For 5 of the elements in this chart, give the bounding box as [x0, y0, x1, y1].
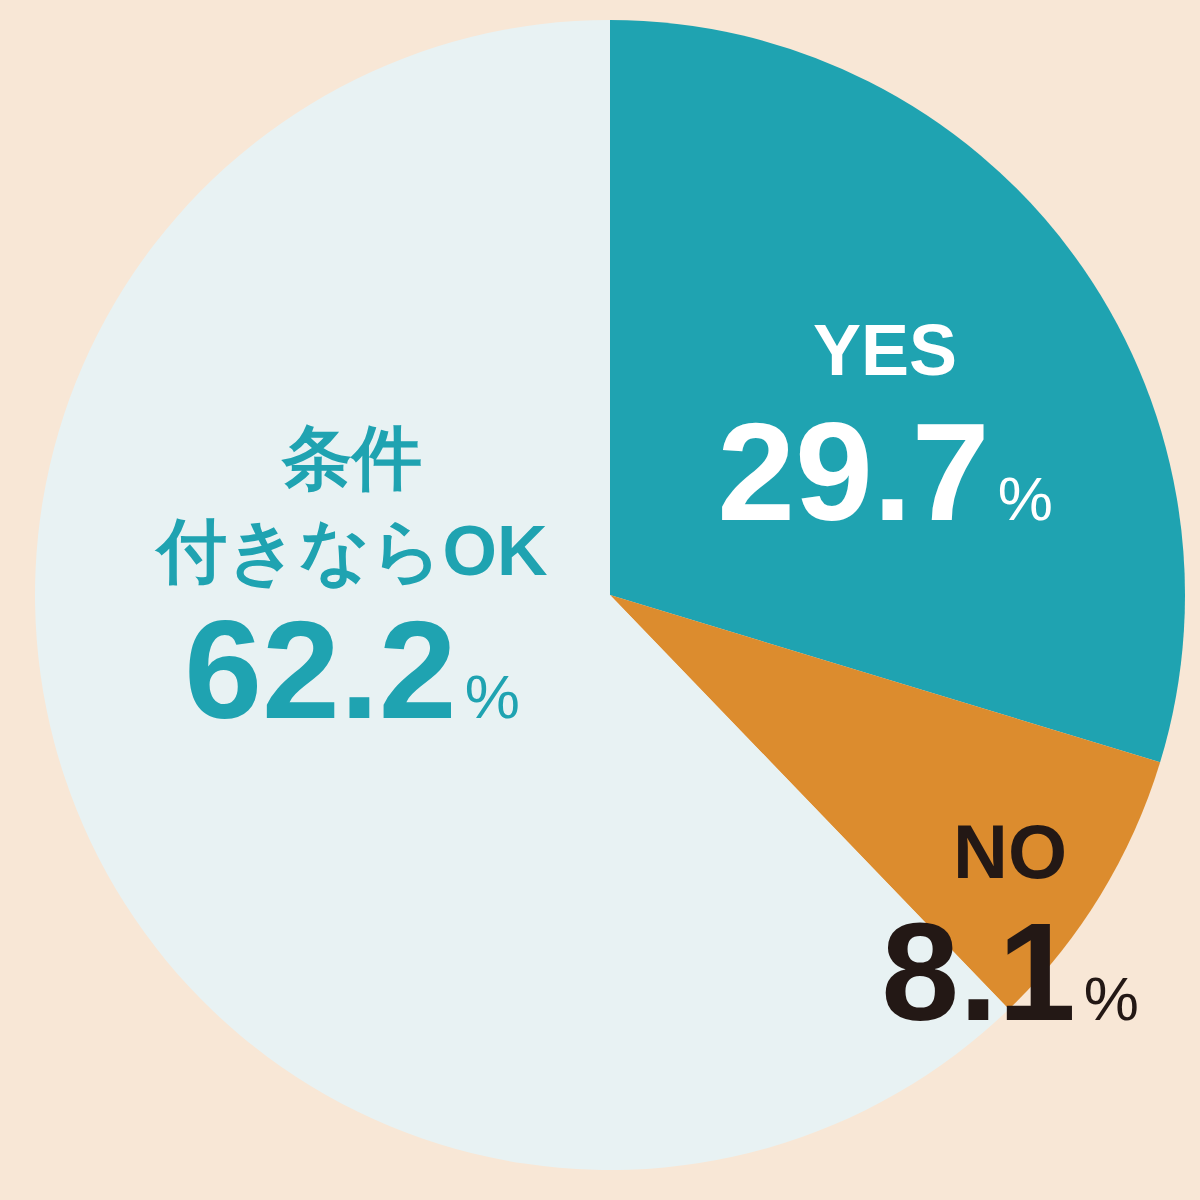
slice-label: NO: [953, 809, 1067, 894]
data-label: 29.7%: [717, 393, 1053, 550]
data-label: 62.2%: [184, 591, 520, 748]
slice-label: YES: [812, 310, 958, 390]
slice-label: 条件付きならOK: [153, 419, 548, 590]
